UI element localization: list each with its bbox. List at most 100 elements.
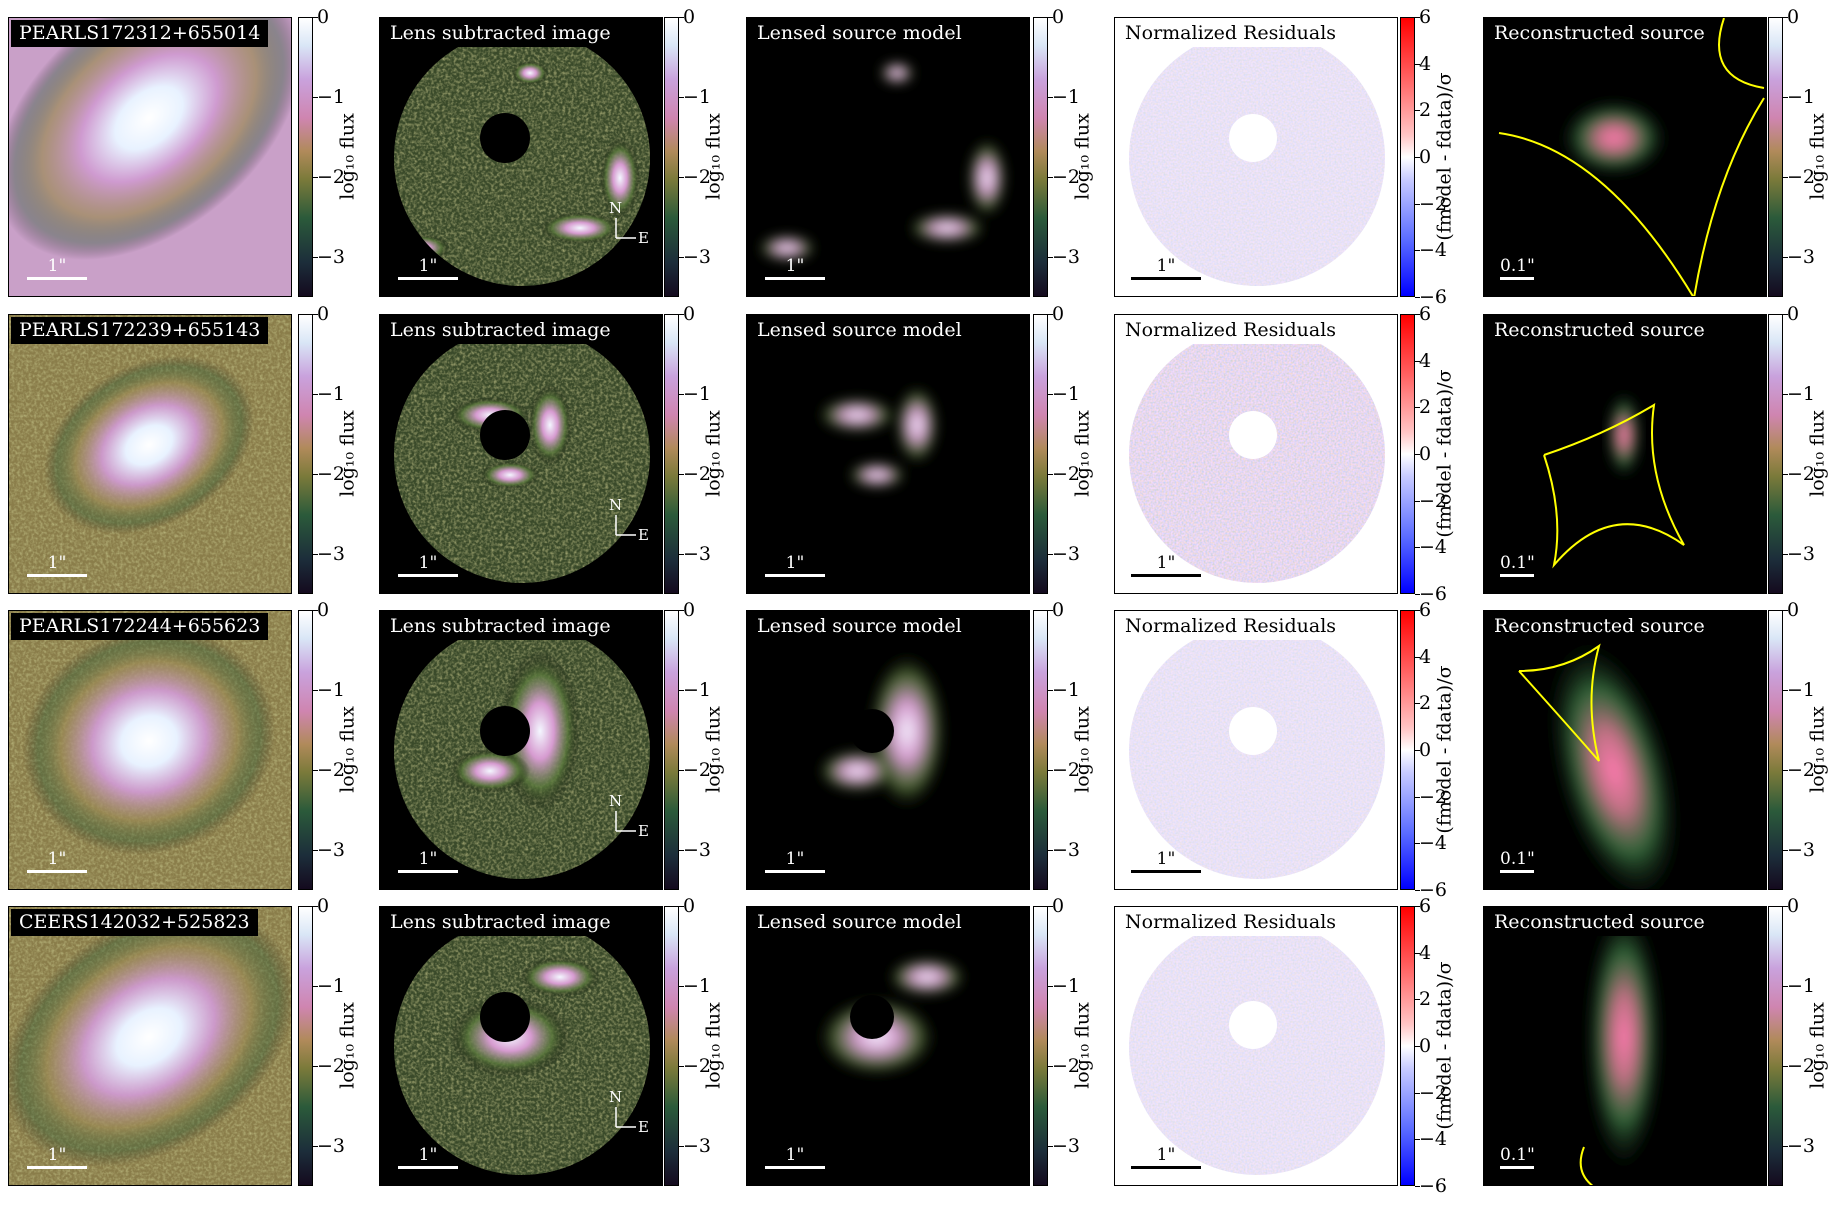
lens-galaxy — [44, 355, 254, 535]
panel-data-image: PEARLS172244+655623 1" — [8, 610, 292, 890]
panel-residuals: Normalized Residuals 1" — [1114, 314, 1398, 594]
target-name: PEARLS172244+655623 — [11, 613, 269, 640]
north-label: N — [609, 496, 623, 514]
scale-label: 1" — [1156, 1145, 1176, 1165]
panel-lensed-model: Lensed source model 1" — [746, 906, 1030, 1186]
scale-label: 0.1" — [1500, 553, 1535, 573]
colorbar-tick: −6 — [1419, 286, 1448, 308]
scale-bar: 1" — [765, 551, 825, 577]
colorbar-tick: −6 — [1419, 583, 1448, 605]
scale-bar: 1" — [398, 551, 458, 577]
colorbar-label: log₁₀ flux — [336, 113, 359, 200]
model-arc — [757, 234, 817, 262]
mask-hole — [1229, 707, 1277, 755]
colorbar-tick: 4 — [1419, 941, 1432, 964]
east-label: E — [638, 526, 649, 544]
panel-lensed-model: Lensed source model 1" — [746, 610, 1030, 890]
colorbar-tick: −4 — [1419, 1128, 1448, 1151]
colorbar-tick: −3 — [1787, 543, 1816, 565]
scale-label: 1" — [418, 256, 438, 276]
colorbar-tick: 2 — [1419, 988, 1432, 1011]
panel-title: Reconstructed source — [1486, 909, 1713, 936]
panel-lensed-model: Lensed source model 1" — [746, 314, 1030, 594]
colorbar-tick: −6 — [1419, 879, 1448, 901]
colorbar-tick: 0 — [683, 303, 696, 325]
compass-icon — [615, 1107, 636, 1128]
scale-label: 1" — [785, 256, 805, 276]
colorbar-tick: −6 — [1419, 1175, 1448, 1197]
scale-label: 1" — [785, 1145, 805, 1165]
colorbar-tick: −1 — [317, 975, 346, 997]
scale-bar: 1" — [765, 847, 825, 873]
mask-hole — [480, 410, 530, 460]
colorbar-tick: 0 — [1787, 599, 1800, 621]
scale-bar: 1" — [765, 254, 825, 280]
colorbar-tick: −4 — [1419, 239, 1448, 262]
lensed-arc — [520, 957, 600, 997]
colorbar-label: log₁₀ flux — [702, 410, 725, 497]
colorbar-tick: −2 — [683, 759, 712, 781]
colorbar-tick: 0 — [317, 6, 330, 28]
scale-bar: 0.1" — [1500, 847, 1535, 873]
flux-colorbar — [664, 314, 679, 594]
east-label: E — [638, 822, 649, 840]
panel-source: Reconstructed source 0.1" — [1483, 906, 1767, 1186]
colorbar-label: log₁₀ flux — [1071, 410, 1094, 497]
flux-colorbar — [1768, 906, 1783, 1186]
colorbar-label: log₁₀ flux — [336, 706, 359, 793]
colorbar-label: log₁₀ flux — [1071, 1002, 1094, 1089]
model-arc — [967, 138, 1007, 218]
panel-lensed-model: Lensed source model 1" — [746, 17, 1030, 297]
colorbar-tick: −2 — [683, 1055, 712, 1077]
colorbar-tick: 4 — [1419, 52, 1432, 75]
colorbar-tick: −1 — [683, 383, 712, 405]
caustic-curve — [1579, 1146, 1594, 1185]
panel-title: Lens subtracted image — [382, 317, 619, 344]
mask-hole — [1229, 411, 1277, 459]
panel-source: Reconstructed source 0.1" — [1483, 610, 1767, 890]
colorbar-tick: 4 — [1419, 349, 1432, 372]
colorbar-tick: 2 — [1419, 692, 1432, 715]
scale-label: 1" — [418, 849, 438, 869]
colorbar-tick: 0 — [1419, 443, 1432, 465]
panel-title: Normalized Residuals — [1117, 909, 1345, 936]
colorbar-tick: 0 — [1052, 6, 1065, 28]
colorbar-label: log₁₀ flux — [702, 1002, 725, 1089]
colorbar-tick: −2 — [317, 759, 346, 781]
scale-label: 1" — [1156, 256, 1176, 276]
colorbar-tick: 0 — [1052, 895, 1065, 917]
colorbar-tick: −2 — [317, 166, 346, 188]
colorbar-tick: 0 — [1787, 6, 1800, 28]
model-arc — [907, 212, 987, 244]
colorbar-tick: −1 — [317, 383, 346, 405]
colorbar-label: log₁₀ flux — [1806, 113, 1829, 200]
compass-icon — [615, 218, 636, 239]
colorbar-tick: −2 — [1052, 1055, 1081, 1077]
colorbar-tick: −3 — [1052, 839, 1081, 861]
scale-bar: 1" — [1131, 1143, 1201, 1169]
panel-title: Lensed source model — [749, 317, 970, 344]
residual-colorbar — [1400, 906, 1415, 1186]
panel-title: Lensed source model — [749, 613, 970, 640]
panel-lens-subtracted: Lens subtracted image 1" N E — [379, 17, 663, 297]
target-name: CEERS142032+525823 — [11, 909, 258, 936]
colorbar-tick: −3 — [1787, 839, 1816, 861]
north-label: N — [609, 199, 623, 217]
colorbar-tick: −3 — [1787, 1135, 1816, 1157]
panel-lens-subtracted: Lens subtracted image 1" N E — [379, 610, 663, 890]
colorbar-label: log₁₀ flux — [702, 113, 725, 200]
scale-label: 1" — [47, 553, 67, 573]
scale-label: 0.1" — [1500, 849, 1535, 869]
model-arc — [817, 749, 897, 793]
flux-colorbar — [664, 610, 679, 890]
east-label: E — [638, 1118, 649, 1136]
colorbar-tick: −1 — [317, 86, 346, 108]
colorbar-label: (fmodel - fdata)/σ — [1433, 961, 1456, 1130]
scale-bar: 0.1" — [1500, 1143, 1535, 1169]
colorbar-label: log₁₀ flux — [1806, 1002, 1829, 1089]
model-arc — [847, 461, 907, 489]
east-label: E — [638, 229, 649, 247]
scale-bar: 1" — [398, 847, 458, 873]
panel-title: Reconstructed source — [1486, 20, 1713, 47]
